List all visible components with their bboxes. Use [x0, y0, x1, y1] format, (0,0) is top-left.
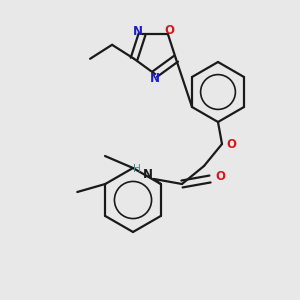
Text: O: O: [164, 24, 174, 37]
Text: O: O: [215, 170, 225, 184]
Text: N: N: [150, 73, 160, 85]
Text: N: N: [133, 25, 143, 38]
Text: H: H: [133, 164, 141, 174]
Text: O: O: [226, 139, 236, 152]
Text: N: N: [143, 167, 153, 181]
